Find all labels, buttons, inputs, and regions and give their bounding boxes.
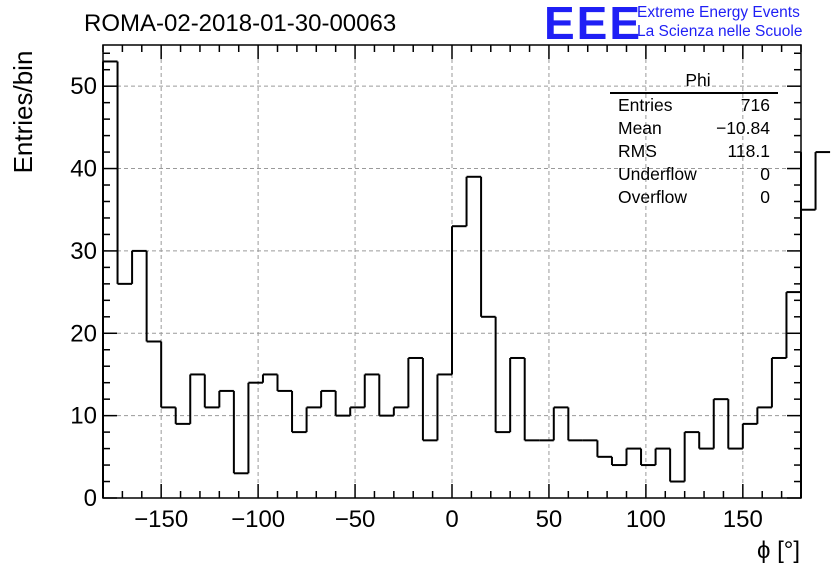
stats-row-overflow: Overflow 0 (610, 186, 778, 209)
stats-row-entries: Entries 716 (610, 94, 778, 117)
stats-value: −10.84 (715, 118, 770, 138)
x-tick-label: 100 (626, 506, 666, 533)
x-tick-label: −150 (134, 506, 188, 533)
eee-logo: EEE (544, 0, 643, 49)
axis-ticks (102, 45, 802, 499)
y-tick-label: 10 (70, 403, 97, 430)
stats-value: 0 (760, 164, 770, 184)
x-axis-label: ϕ [°] (757, 537, 800, 564)
x-tick-label: 50 (536, 506, 563, 533)
y-tick-label: 40 (70, 156, 97, 183)
y-tick-label: 20 (70, 320, 97, 347)
stats-row-mean: Mean −10.84 (610, 117, 778, 140)
tick-labels: −150 −100 −50 0 50 100 150 0 10 20 30 40 50 (70, 73, 763, 533)
y-tick-label: 50 (70, 73, 97, 100)
y-tick-label: 30 (70, 238, 97, 265)
stats-label: RMS (618, 141, 657, 161)
stats-value: 0 (760, 187, 770, 207)
y-axis-label: Entries/bin (8, 51, 38, 174)
stats-label: Underflow (618, 164, 697, 184)
grid (103, 45, 801, 498)
stats-value: 716 (740, 95, 770, 115)
x-tick-label: 0 (445, 506, 458, 533)
x-tick-label: −100 (231, 506, 285, 533)
y-tick-label: 0 (84, 485, 97, 512)
stats-title: Phi (610, 70, 778, 94)
org-name: Extreme Energy Events La Scienza nelle S… (637, 3, 802, 41)
x-tick-label: −50 (335, 506, 376, 533)
stats-value: 118.1 (727, 141, 771, 161)
stats-row-underflow: Underflow 0 (610, 163, 778, 186)
stats-row-rms: RMS 118.1 (610, 140, 778, 163)
org-line-1: Extreme Energy Events (637, 4, 800, 21)
x-tick-label: 150 (723, 506, 763, 533)
stats-label: Mean (618, 118, 662, 138)
run-title: ROMA-02-2018-01-30-00063 (84, 10, 397, 37)
stats-box: Phi Entries 716 Mean −10.84 RMS 118.1 Un… (610, 70, 778, 209)
org-line-2: La Scienza nelle Scuole (637, 23, 803, 40)
stats-label: Overflow (618, 187, 688, 207)
stats-label: Entries (618, 95, 673, 115)
